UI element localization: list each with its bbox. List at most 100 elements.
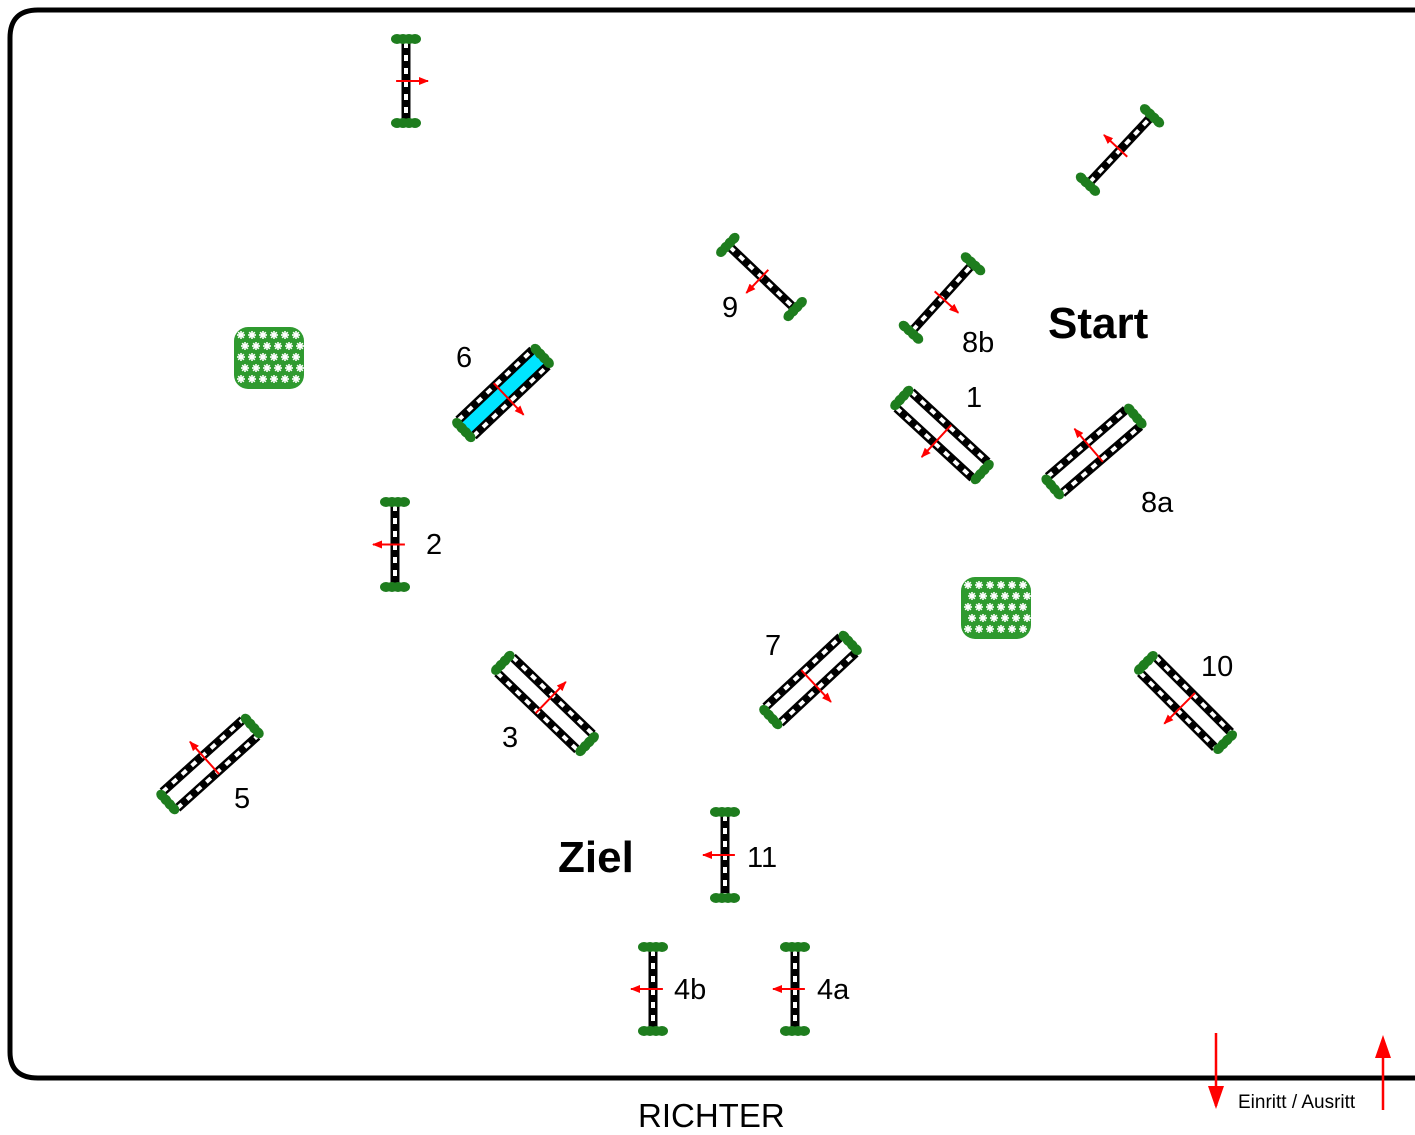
obstacle-7 [759,630,862,730]
direction-arrow [1103,134,1128,158]
flower [1001,614,1009,622]
standard-start [780,942,810,952]
flower [248,375,256,383]
flower [1012,592,1020,600]
standard-end [1213,730,1238,755]
flower [997,625,1005,633]
flower [274,364,282,372]
obstacle-label-7: 7 [765,630,781,662]
flower [964,603,972,611]
entry-exit-label: Einritt / Ausritt [1238,1092,1356,1113]
obstacle-1 [890,385,994,485]
standard-start [380,497,410,507]
obstacle-6 [452,343,554,443]
standard-end [838,630,862,656]
flower [986,581,994,589]
start-label: Start [1048,299,1149,348]
obstacle-4a [772,942,810,1036]
standard-start [156,789,180,815]
obstacle-2 [372,497,410,592]
obstacle-3 [491,650,599,757]
flowerbed-left [234,327,304,389]
obstacle-label-2: 2 [426,529,442,561]
flower [1023,614,1031,622]
standard-end [1139,104,1165,128]
flower [964,625,972,633]
flower [296,342,304,350]
obstacle-label-3: 3 [502,722,518,754]
obstacle-9 [716,232,807,322]
judge-label: RICHTER [638,1097,785,1134]
flower [975,603,983,611]
flower [248,331,256,339]
flower [248,353,256,361]
direction-arrow [745,269,770,294]
flower [259,353,267,361]
flower [285,364,293,372]
obstacle-8a [1041,403,1147,500]
arena-border [7,7,1415,1081]
flower [986,603,994,611]
flower [237,353,245,361]
flower [270,375,278,383]
standard-start [898,320,924,344]
flower [968,614,976,622]
standard-end [710,893,740,903]
exit-arrow-up-head [1375,1035,1391,1058]
flower [1008,581,1016,589]
standard-start [391,34,421,44]
flower [281,331,289,339]
direction-arrow [933,290,960,314]
flower [964,581,972,589]
standard-end [783,297,807,322]
flower [263,364,271,372]
flower [975,581,983,589]
flower [259,375,267,383]
flower [1008,625,1016,633]
obstacle-8b [898,252,986,344]
obstacle-5 [156,713,264,815]
obstacle-10 [1133,650,1238,755]
direction-arrow [920,424,952,458]
direction-arrow [492,382,525,416]
flower [292,353,300,361]
obstacle-11 [702,807,740,903]
flower [968,592,976,600]
standard-start [638,942,668,952]
flower [263,342,271,350]
flower [292,375,300,383]
standard-end [970,459,994,485]
standard-start [759,704,783,730]
obstacle-unnumbered-top-left [391,34,429,128]
flower [270,353,278,361]
flower [281,375,289,383]
standard-end [530,343,554,369]
flower [296,364,304,372]
flower [997,603,1005,611]
flower [990,592,998,600]
flower [990,614,998,622]
standard-start [710,807,740,817]
standard-start [452,417,476,443]
flower [237,375,245,383]
obstacle-unnumbered-top-right [1075,104,1165,196]
flowerbed-center [961,577,1031,639]
standard-start [1075,172,1101,196]
entry-arrow-down-head [1208,1086,1224,1109]
standard-end [575,732,599,757]
standard-end [391,118,421,128]
flower [1023,592,1031,600]
flower [975,625,983,633]
flower [252,342,260,350]
flower [241,364,249,372]
flower [259,331,267,339]
obstacle-label-8a: 8a [1141,487,1174,519]
obstacle-label-1: 1 [966,382,982,414]
flower [274,342,282,350]
obstacle-label-4a: 4a [817,974,850,1006]
standard-start [1133,650,1158,675]
standard-start [890,385,914,411]
flower [292,331,300,339]
flower [997,581,1005,589]
